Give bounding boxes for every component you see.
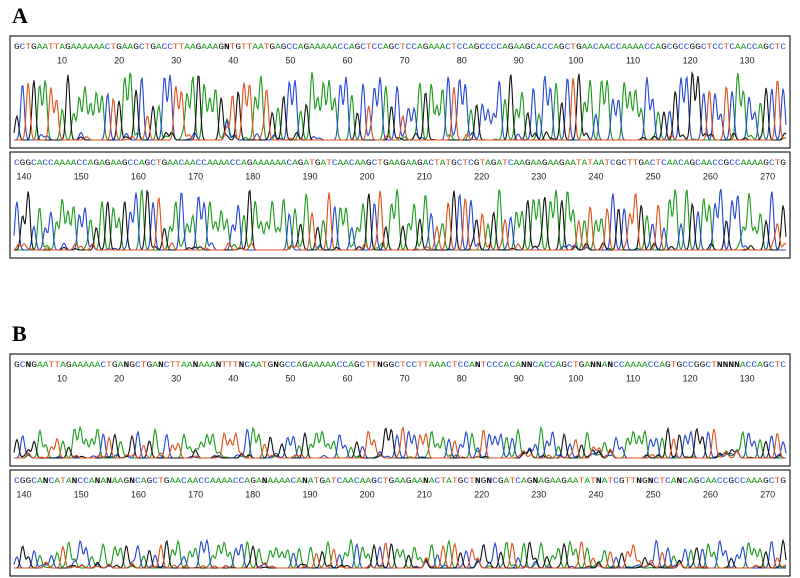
position-label: 180 — [245, 171, 260, 181]
position-label: 250 — [646, 171, 661, 181]
position-label: 70 — [400, 373, 410, 383]
position-label: 230 — [531, 171, 546, 181]
position-label: 200 — [360, 489, 375, 499]
position-label: 170 — [188, 489, 203, 499]
position-label: 170 — [188, 171, 203, 181]
trace-box — [9, 353, 791, 467]
position-label: 180 — [245, 489, 260, 499]
position-label: 100 — [568, 55, 583, 65]
position-label: 190 — [302, 171, 317, 181]
panel-label: B — [12, 321, 27, 346]
position-label: 130 — [740, 373, 755, 383]
position-label: 80 — [457, 373, 467, 383]
position-label: 20 — [114, 373, 124, 383]
position-label: 30 — [171, 55, 181, 65]
position-label: 130 — [740, 55, 755, 65]
panel-label: A — [12, 3, 28, 28]
position-label: 210 — [417, 171, 432, 181]
trace-box — [9, 469, 791, 577]
position-label: 140 — [16, 489, 31, 499]
chromatogram-trace — [14, 189, 787, 251]
chromatogram-trace — [14, 537, 787, 569]
position-label: 150 — [74, 171, 89, 181]
chromatogram-trace — [14, 189, 786, 251]
position-label: 50 — [285, 373, 295, 383]
position-label: 220 — [474, 489, 489, 499]
position-label: 250 — [646, 489, 661, 499]
position-label: 140 — [16, 171, 31, 181]
position-label: 110 — [626, 373, 640, 383]
position-label: 10 — [57, 55, 67, 65]
base-sequence: GCTGAATTAGAAAAAACTGAAGCTGACCTTAAGAAAGNTG… — [14, 43, 786, 52]
position-label: 40 — [228, 373, 238, 383]
position-label: 80 — [457, 55, 467, 65]
position-label: 240 — [588, 171, 603, 181]
chromatogram-trace — [14, 78, 787, 141]
position-label: 160 — [131, 489, 146, 499]
base-sequence: GCNGAATTAGAAAAACTGANGCTGANCTTAANAAANTTTN… — [14, 361, 786, 370]
position-label: 100 — [568, 373, 583, 383]
position-label: 60 — [342, 373, 352, 383]
position-label: 240 — [588, 489, 603, 499]
position-label: 160 — [131, 171, 146, 181]
trace-box — [9, 151, 791, 259]
position-label: 150 — [74, 489, 89, 499]
position-label: 50 — [285, 55, 295, 65]
position-label: 30 — [171, 373, 181, 383]
position-label: 230 — [531, 489, 546, 499]
chromatogram-trace — [13, 426, 786, 459]
position-label: 260 — [703, 171, 718, 181]
chromatogram-trace — [13, 70, 787, 141]
position-label: 270 — [760, 489, 775, 499]
position-label: 270 — [760, 171, 775, 181]
position-label: 60 — [342, 55, 352, 65]
position-label: 200 — [360, 171, 375, 181]
chromatogram-trace — [13, 190, 787, 251]
trace-box — [9, 35, 791, 149]
position-label: 10 — [57, 373, 67, 383]
chromatogram-trace — [14, 425, 786, 459]
position-label: 40 — [228, 55, 238, 65]
position-label: 210 — [417, 489, 432, 499]
position-label: 190 — [302, 489, 317, 499]
chromatogram-trace — [14, 428, 787, 459]
position-label: 70 — [400, 55, 410, 65]
position-label: 220 — [474, 171, 489, 181]
base-sequence: CGGCACCAAAACCAGAGAAGCCAGCTGAACAACCAAAACC… — [14, 159, 786, 168]
base-sequence: CGGCANCATANCCANANAAGNCAGCTGAACAACCAAAACC… — [14, 477, 786, 486]
chromatogram-trace — [14, 541, 787, 569]
position-label: 260 — [703, 489, 718, 499]
position-label: 90 — [514, 373, 524, 383]
position-label: 90 — [514, 55, 524, 65]
position-label: 20 — [114, 55, 124, 65]
position-label: 120 — [683, 55, 698, 65]
position-label: 120 — [683, 373, 698, 383]
position-label: 110 — [626, 55, 640, 65]
